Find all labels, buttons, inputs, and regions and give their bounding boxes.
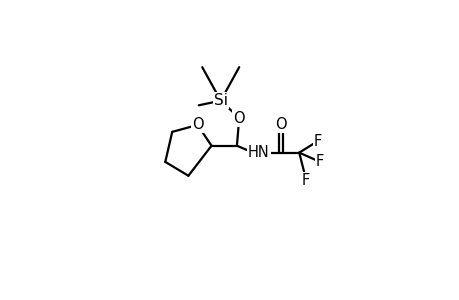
Text: F: F	[302, 173, 310, 188]
Text: F: F	[313, 134, 321, 148]
Text: O: O	[233, 110, 245, 125]
Text: HN: HN	[247, 145, 269, 160]
Text: O: O	[191, 117, 203, 132]
Text: O: O	[274, 117, 286, 132]
Text: F: F	[315, 154, 324, 169]
Text: Si: Si	[213, 93, 227, 108]
